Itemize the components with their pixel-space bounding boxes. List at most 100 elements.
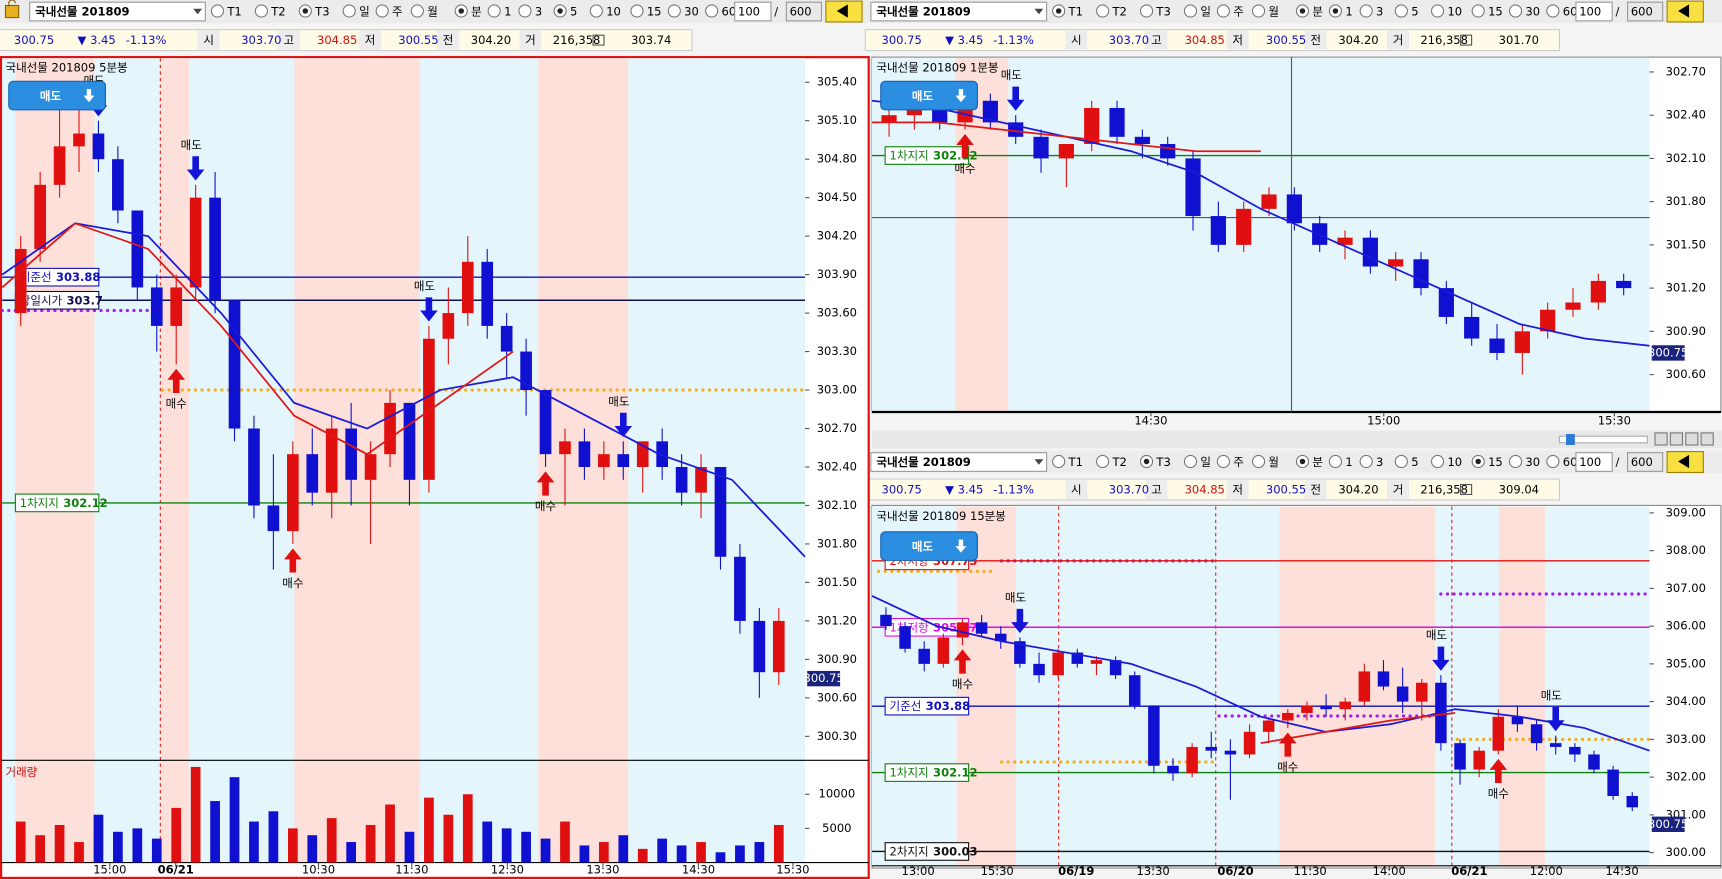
radio[interactable] bbox=[1430, 454, 1445, 469]
count-input[interactable] bbox=[734, 1, 772, 22]
price-tag-label: 300.75 bbox=[804, 671, 844, 685]
radio-label: 월 bbox=[1268, 5, 1279, 19]
sell-button[interactable] bbox=[880, 531, 978, 561]
radio[interactable] bbox=[1328, 454, 1343, 469]
y-tick-label: 308.00 bbox=[1666, 543, 1706, 557]
radio[interactable] bbox=[1546, 454, 1560, 469]
scroll-thumb[interactable] bbox=[1566, 434, 1575, 445]
radio[interactable] bbox=[1216, 454, 1231, 469]
radio[interactable] bbox=[1251, 4, 1266, 18]
radio[interactable] bbox=[1508, 454, 1523, 469]
strip-button[interactable] bbox=[1669, 432, 1684, 446]
radio-dot bbox=[1299, 8, 1306, 14]
volume-bar bbox=[424, 797, 434, 863]
radio[interactable] bbox=[1508, 4, 1523, 18]
radio[interactable] bbox=[1139, 4, 1154, 18]
moving-average bbox=[871, 121, 1261, 153]
volume-bar bbox=[715, 852, 726, 863]
radio[interactable] bbox=[1096, 4, 1110, 18]
radio[interactable] bbox=[487, 4, 501, 18]
strip-button[interactable] bbox=[1700, 432, 1714, 446]
volume-bar bbox=[346, 842, 357, 863]
buy-arrow bbox=[284, 548, 302, 573]
sell-button[interactable] bbox=[880, 80, 978, 111]
radio-label: 분 bbox=[471, 5, 482, 19]
signal-label: 매수 bbox=[166, 396, 187, 410]
radio-label: 10 bbox=[606, 5, 621, 19]
candle-body bbox=[1282, 712, 1294, 721]
level-name: 2차지지 bbox=[890, 844, 929, 858]
radio[interactable] bbox=[1183, 4, 1198, 18]
radio[interactable] bbox=[1430, 4, 1445, 18]
strip-button[interactable] bbox=[1654, 432, 1668, 446]
max-input[interactable] bbox=[1627, 1, 1664, 22]
radio[interactable] bbox=[630, 4, 644, 18]
radio[interactable] bbox=[518, 4, 532, 18]
volume-bar bbox=[15, 821, 26, 863]
symbol-combo[interactable] bbox=[870, 1, 1048, 22]
sell-button[interactable] bbox=[8, 80, 106, 111]
radio[interactable] bbox=[1546, 4, 1560, 18]
count-input[interactable] bbox=[1575, 1, 1613, 22]
radio[interactable] bbox=[1471, 4, 1485, 18]
candle-body bbox=[1286, 194, 1302, 224]
radio[interactable] bbox=[1251, 454, 1266, 469]
count: 100 bbox=[1579, 5, 1601, 19]
scroll-track[interactable] bbox=[1558, 435, 1648, 444]
candle-body bbox=[880, 614, 892, 627]
lock-icon[interactable] bbox=[4, 4, 20, 19]
radio[interactable] bbox=[1359, 454, 1373, 469]
x-tick-label: 15:30 bbox=[981, 864, 1014, 878]
candle-body bbox=[734, 556, 746, 621]
radio-label: 주 bbox=[1233, 455, 1244, 469]
radio[interactable] bbox=[410, 4, 424, 18]
moving-average bbox=[871, 595, 1650, 752]
quote-item: 216,358 bbox=[1420, 483, 1468, 497]
quote-label-cell bbox=[519, 30, 542, 50]
candle-body bbox=[345, 428, 357, 480]
radio[interactable] bbox=[342, 4, 356, 18]
symbol-combo[interactable] bbox=[29, 1, 206, 22]
radio-label: 30 bbox=[1525, 5, 1540, 19]
radio[interactable] bbox=[254, 4, 268, 18]
radio-label: 60 bbox=[1563, 455, 1578, 469]
radio[interactable] bbox=[1183, 454, 1198, 469]
radio[interactable] bbox=[1394, 454, 1408, 469]
y-tick-label: 300.60 bbox=[817, 690, 857, 704]
candle-body bbox=[1413, 259, 1429, 289]
candle-body bbox=[772, 620, 785, 673]
radio[interactable] bbox=[1096, 454, 1110, 469]
max-input[interactable] bbox=[1627, 452, 1664, 472]
radio[interactable] bbox=[210, 4, 225, 18]
radio[interactable] bbox=[1216, 4, 1231, 18]
radio[interactable] bbox=[589, 4, 603, 18]
radio-dot bbox=[1475, 458, 1481, 465]
candle-body bbox=[899, 626, 911, 649]
level-label: 기준선 303.88 bbox=[890, 699, 971, 713]
candle-body bbox=[1565, 302, 1581, 310]
radio[interactable] bbox=[667, 4, 681, 18]
candle-body bbox=[881, 115, 897, 123]
level-value: 300.03 bbox=[933, 844, 977, 858]
radio-label: 5 bbox=[1411, 455, 1418, 469]
x-tick-label: 12:30 bbox=[491, 863, 524, 877]
candle-body bbox=[325, 428, 338, 493]
volume-bar bbox=[521, 831, 531, 863]
x-tick-label: 06/20 bbox=[1217, 864, 1253, 878]
candle-body bbox=[1084, 107, 1100, 145]
radio[interactable] bbox=[705, 4, 719, 18]
count-input[interactable] bbox=[1575, 452, 1613, 472]
radio[interactable] bbox=[1394, 4, 1408, 18]
radio-label: 15 bbox=[1488, 455, 1503, 469]
strip-button[interactable] bbox=[1685, 432, 1699, 446]
radio[interactable] bbox=[1359, 4, 1373, 18]
max: 600 bbox=[1631, 5, 1653, 19]
max-input[interactable] bbox=[785, 1, 823, 22]
volume-bar bbox=[735, 845, 745, 863]
radio[interactable] bbox=[1052, 454, 1066, 469]
volume-bar bbox=[482, 821, 493, 863]
radio-label: 일 bbox=[1200, 5, 1211, 19]
candle-body bbox=[1134, 136, 1150, 145]
symbol-combo[interactable] bbox=[870, 452, 1048, 472]
radio[interactable] bbox=[375, 4, 389, 18]
